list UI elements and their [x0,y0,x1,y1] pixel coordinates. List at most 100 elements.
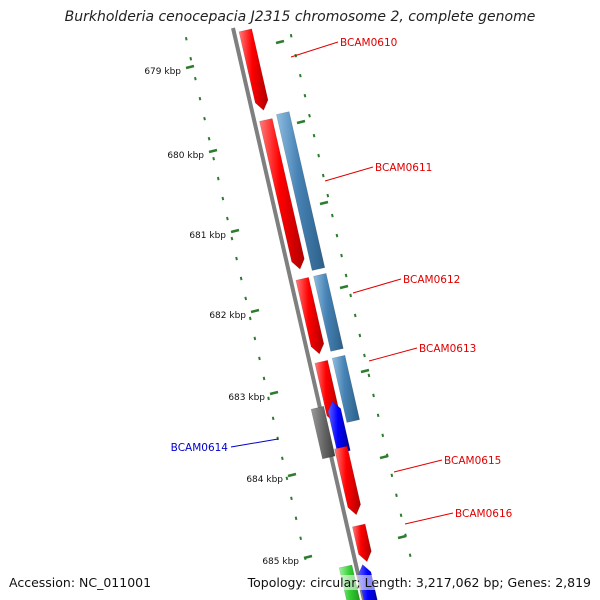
outer-tick-mark [221,196,225,201]
gene-label-leader [404,512,454,525]
outer-tick-mark [281,456,284,461]
outer-tick-mark [299,536,302,541]
inner-tick-mark [344,273,348,278]
inner-tick-mark [331,213,334,218]
outer-tick-mark [262,376,266,381]
gene-label: BCAM0614 [171,442,229,454]
gene-bcam0614-reverse [327,400,351,454]
inner-tick-mark [340,253,343,258]
inner-tick-mark [317,153,320,158]
outer-major-tick [275,39,285,45]
gene-bcam0610-forward [238,28,269,111]
inner-tick-mark [395,493,398,498]
outer-tick-mark [248,316,252,321]
gene-bcam0616-forward [352,523,372,563]
inner-tick-mark [303,93,307,98]
outer-tick-mark [189,56,193,61]
outer-tick-mark [194,76,197,81]
gene-label-leader [368,347,418,362]
inner-tick-mark [376,413,380,418]
genome-summary: Topology: circular; Length: 3,217,062 bp… [247,575,591,590]
inner-tick-mark [299,73,302,78]
major-tick-mark [303,554,313,560]
inner-tick-mark [335,233,339,238]
inner-tick-mark [390,473,394,478]
outer-tick-mark [258,356,261,361]
chromosome-backbone [231,27,366,600]
gene-label: BCAM0610 [340,37,397,49]
outer-major-tick [339,284,349,290]
major-tick-mark [269,390,279,396]
inner-tick-mark [358,333,362,338]
major-tick-mark [208,148,218,154]
kbp-tick-label: 683 kbp [228,393,265,403]
gene-label: BCAM0616 [455,508,513,520]
outer-tick-mark [267,396,270,401]
accession-label: Accession: NC_011001 [9,575,152,590]
gene-bcam0611-forward [259,118,305,270]
gene-bcam0612-cds [313,273,344,352]
gene-label: BCAM0612 [403,274,460,286]
kbp-tick-label: 684 kbp [246,475,283,485]
gene-label-leader [352,278,402,294]
gene-label: BCAM0613 [419,343,476,355]
outer-tick-mark [244,296,248,301]
outer-tick-mark [230,236,234,241]
outer-tick-mark [184,36,188,41]
outer-major-tick [296,119,306,125]
outer-tick-mark [271,416,275,421]
outer-major-tick [379,454,389,460]
major-tick-mark [230,228,240,234]
outer-tick-mark [212,156,215,161]
gene-label-leader [393,459,443,473]
outer-tick-mark [290,496,293,501]
gene-label-leader [230,438,279,448]
inner-tick-mark [321,173,325,178]
outer-tick-mark [285,476,289,481]
outer-tick-mark [239,276,243,281]
page-title: Burkholderia cenocepacia J2315 chromosom… [64,9,536,25]
gene-label: BCAM0611 [375,162,432,174]
outer-tick-mark [207,136,211,141]
inner-tick-mark [399,513,403,518]
inner-tick-mark [367,373,371,378]
inner-tick-mark [308,113,311,118]
outer-tick-mark [226,216,229,221]
outer-tick-mark [253,336,257,341]
gene-bcam0611-cds [276,111,326,271]
gene-bcam0614-pseudo [310,405,336,460]
major-tick-mark [287,472,297,478]
outer-tick-mark [294,516,298,521]
kbp-tick-label: 682 kbp [209,311,246,321]
inner-tick-mark [381,433,385,438]
gene-label-leader [290,41,339,58]
gene-bcam0613-cds [331,354,360,423]
gene-bcam0615-forward [334,445,361,516]
major-tick-mark [250,308,260,314]
outer-tick-mark [216,176,220,181]
outer-tick-mark [235,256,238,261]
outer-tick-mark [203,116,206,121]
outer-major-tick [319,200,329,206]
gene-label-leader [324,166,374,182]
outer-major-tick [360,368,370,374]
kbp-tick-label: 685 kbp [262,557,299,567]
inner-tick-mark [363,353,366,358]
major-tick-mark [185,64,195,70]
outer-tick-mark [198,96,202,101]
inner-tick-mark [408,553,412,558]
inner-tick-mark [372,393,375,398]
gene-bcam0612-forward [295,277,325,355]
inner-tick-mark [349,293,352,298]
inner-tick-mark [312,133,316,138]
inner-tick-mark [326,193,330,198]
kbp-tick-label: 680 kbp [167,151,204,161]
outer-major-tick [397,534,407,540]
kbp-tick-label: 679 kbp [144,67,181,77]
kbp-tick-label: 681 kbp [189,231,226,241]
gene-label: BCAM0615 [444,455,501,467]
inner-tick-mark [289,33,293,38]
inner-tick-mark [353,313,357,318]
